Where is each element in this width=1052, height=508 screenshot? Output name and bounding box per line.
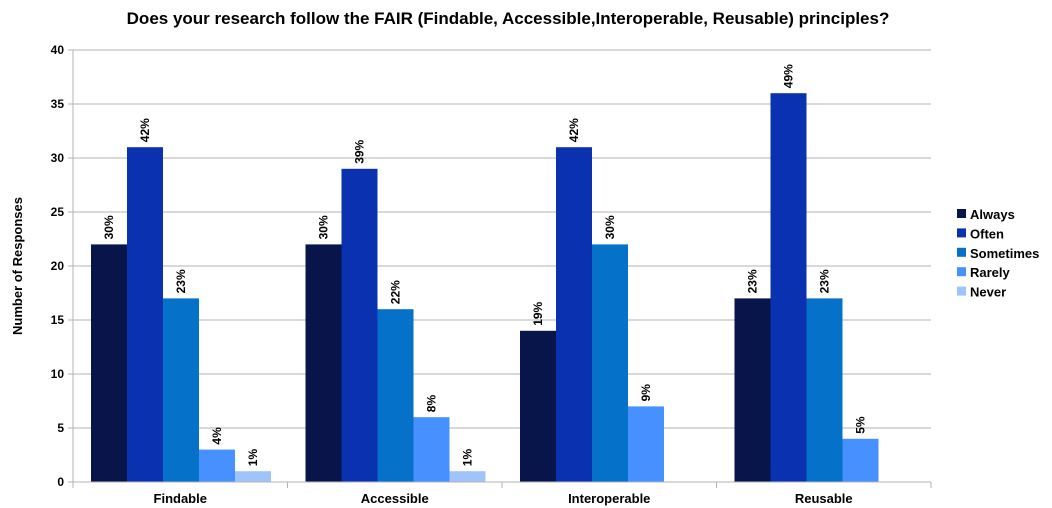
x-category-label: Interoperable — [568, 491, 650, 506]
bar-rarely — [199, 449, 235, 482]
data-label: 19% — [531, 301, 545, 325]
legend-label-always: Always — [970, 207, 1015, 222]
y-tick-label: 30 — [51, 151, 65, 165]
data-label: 42% — [567, 118, 581, 142]
x-category-label: Findable — [154, 491, 207, 506]
bar-always — [305, 244, 342, 482]
bar-sometimes — [806, 298, 843, 482]
data-label: 39% — [353, 139, 367, 163]
gridlines — [73, 49, 931, 429]
data-label: 23% — [818, 269, 832, 293]
data-label: 30% — [603, 215, 617, 239]
axes: 0 5 10 15 20 25 30 35 40 Findable Accessible Intero… — [51, 43, 932, 506]
y-tick-label: 35 — [51, 97, 65, 111]
y-tick-label: 40 — [51, 43, 65, 57]
bar-always — [91, 244, 127, 482]
y-tick-label: 0 — [57, 475, 64, 489]
data-label: 5% — [854, 416, 868, 434]
legend: Always Often Sometimes Rarely Never — [957, 207, 1039, 300]
bar-often — [770, 93, 807, 482]
data-label: 42% — [138, 118, 152, 142]
bar-sometimes — [592, 244, 628, 482]
data-label: 30% — [102, 215, 116, 239]
bar-never — [449, 471, 486, 482]
y-tick-label: 10 — [51, 367, 65, 381]
y-tick-label: 15 — [51, 313, 65, 327]
legend-swatch-sometimes — [957, 247, 966, 257]
data-label: 23% — [174, 269, 188, 293]
legend-label-often: Often — [970, 226, 1004, 241]
x-category-label: Reusable — [795, 491, 853, 506]
bar-often — [127, 147, 163, 482]
x-category-label: Accessible — [361, 491, 429, 506]
legend-swatch-always — [957, 209, 966, 218]
chart-title: Does your research follow the FAIR (Find… — [127, 9, 890, 28]
legend-label-rarely: Rarely — [970, 265, 1011, 280]
bar-sometimes — [377, 309, 414, 482]
bar-often — [341, 168, 378, 483]
legend-label-never: Never — [970, 285, 1006, 300]
data-label: 1% — [461, 449, 475, 467]
bar-always — [734, 298, 771, 482]
data-label: 9% — [639, 384, 653, 402]
bar-rarely — [413, 417, 450, 482]
data-label: 30% — [317, 215, 331, 239]
bar-rarely — [628, 406, 664, 482]
y-tick-label: 5 — [57, 421, 64, 435]
bar-sometimes — [163, 298, 199, 482]
legend-label-sometimes: Sometimes — [970, 246, 1039, 261]
bar-always — [520, 330, 556, 482]
legend-swatch-never — [957, 286, 966, 296]
legend-swatch-rarely — [957, 267, 966, 277]
data-label: 23% — [746, 269, 760, 293]
y-axis-title: Number of Responses — [10, 197, 25, 335]
bar-often — [556, 147, 592, 482]
legend-swatch-often — [957, 228, 966, 238]
data-label: 22% — [389, 280, 403, 304]
bar-never — [235, 471, 271, 482]
bars: 30% 42% 23% 4% 1% 30% 39% 22% 8% 1% 19% 42% 30% 9% 23%… — [91, 64, 879, 483]
data-label: 49% — [782, 64, 796, 88]
bar-rarely — [842, 438, 879, 482]
y-tick-label: 25 — [51, 205, 65, 219]
data-label: 1% — [246, 449, 260, 467]
data-label: 8% — [425, 395, 439, 413]
data-label: 4% — [210, 427, 224, 445]
y-tick-label: 20 — [51, 259, 65, 273]
